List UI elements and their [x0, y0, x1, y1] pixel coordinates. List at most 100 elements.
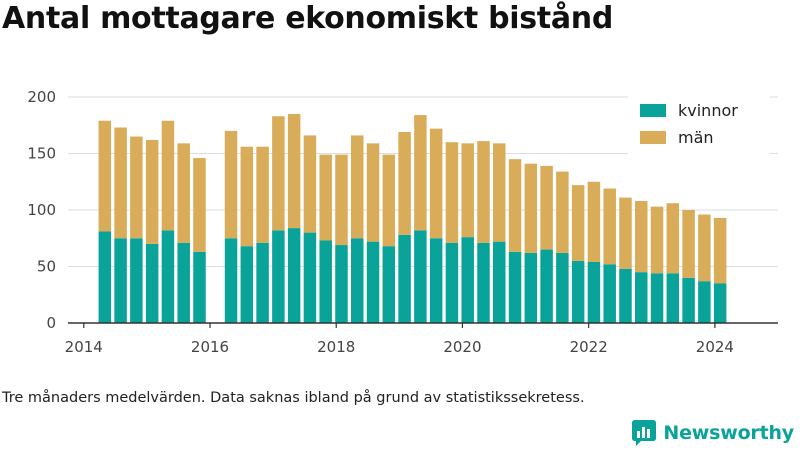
x-tick-label: 2024: [696, 338, 734, 356]
bar-kvinnor: [303, 232, 317, 323]
bar-man: [682, 210, 695, 278]
bar-man: [224, 130, 238, 239]
x-tick-label: 2022: [570, 338, 608, 356]
chart-title: Antal mottagare ekonomiskt bistånd: [2, 1, 614, 36]
bar-kvinnor: [335, 245, 348, 323]
bar-kvinnor: [130, 238, 143, 323]
bar-kvinnor: [556, 252, 569, 323]
bar-man: [303, 135, 317, 233]
bar-man: [130, 136, 143, 239]
bar-kvinnor: [461, 237, 474, 323]
bar-man: [335, 154, 348, 246]
bar-kvinnor: [398, 234, 411, 323]
brand: Newsworthy: [631, 419, 794, 447]
bar-man: [556, 171, 569, 253]
bar-man: [414, 115, 427, 231]
bar-man: [177, 143, 190, 243]
bar-man: [429, 128, 443, 239]
bar-kvinnor: [351, 238, 364, 323]
bar-man: [366, 143, 380, 242]
chart-caption: Tre månaders medelvärden. Data saknas ib…: [2, 390, 585, 406]
bar-man: [666, 203, 680, 274]
bar-man: [635, 200, 648, 273]
bar-man: [193, 158, 206, 252]
bar-kvinnor: [382, 246, 396, 323]
bar-kvinnor: [713, 283, 727, 323]
bar-kvinnor: [240, 246, 254, 323]
legend-label-kvinnor: kvinnor: [678, 101, 738, 120]
legend: kvinnor män: [628, 94, 770, 156]
x-tick-label: 2016: [191, 338, 229, 356]
bar-man: [98, 120, 112, 232]
bar-man: [493, 143, 506, 242]
bar-man: [524, 163, 538, 253]
bar-kvinnor: [508, 251, 522, 323]
bar-kvinnor: [224, 238, 238, 323]
bar-man: [477, 141, 490, 243]
legend-label-man: män: [678, 128, 714, 147]
bar-kvinnor: [650, 273, 664, 323]
y-tick-label: 200: [27, 88, 56, 106]
bar-kvinnor: [587, 261, 601, 323]
bar-kvinnor: [366, 241, 380, 323]
bar-kvinnor: [414, 230, 427, 323]
bar-kvinnor: [193, 251, 206, 323]
bar-kvinnor: [177, 242, 190, 323]
bar-kvinnor: [524, 252, 538, 323]
bar-kvinnor: [145, 243, 159, 323]
bars: [98, 113, 727, 323]
bar-man: [319, 154, 332, 241]
bar-man: [398, 132, 411, 235]
bar-kvinnor: [161, 230, 175, 323]
bar-kvinnor: [445, 242, 459, 323]
bar-man: [461, 143, 474, 238]
bar-kvinnor: [287, 228, 301, 323]
bar-kvinnor: [603, 264, 616, 323]
bar-chart-speech-bubble-icon: [632, 420, 657, 446]
x-axis-ticks: 2014 2016 2018 2020 2022 2024: [65, 323, 734, 356]
x-tick-label: 2018: [317, 338, 355, 356]
brand-name: Newsworthy: [663, 422, 794, 444]
bar-kvinnor: [319, 240, 332, 323]
stacked-bar-chart: 0 50 100 150 200 2014 2016 2018 2020 2022 2024 kv…: [27, 88, 778, 356]
bar-kvinnor: [114, 238, 127, 323]
bar-kvinnor: [256, 242, 269, 323]
bar-kvinnor: [540, 249, 553, 323]
bar-man: [650, 206, 664, 274]
bar-man: [256, 146, 269, 243]
y-tick-label: 0: [46, 314, 56, 332]
bar-kvinnor: [666, 273, 680, 323]
bar-man: [161, 120, 175, 231]
bar-man: [272, 116, 285, 231]
x-tick-label: 2014: [65, 338, 103, 356]
legend-swatch-kvinnor: [640, 104, 666, 117]
bar-man: [587, 181, 601, 262]
bar-kvinnor: [477, 242, 490, 323]
bar-man: [698, 214, 711, 282]
bar-kvinnor: [493, 241, 506, 323]
bar-man: [145, 139, 159, 244]
bar-man: [287, 113, 301, 229]
bar-man: [603, 188, 616, 265]
bar-kvinnor: [619, 268, 632, 323]
bar-man: [445, 142, 459, 243]
bar-man: [571, 185, 585, 261]
bar-man: [540, 165, 553, 250]
bar-kvinnor: [698, 281, 711, 323]
bar-man: [382, 154, 396, 247]
bar-man: [713, 217, 727, 284]
bar-kvinnor: [429, 238, 443, 323]
bar-man: [351, 135, 364, 239]
y-tick-label: 50: [37, 258, 56, 276]
y-tick-label: 100: [27, 201, 56, 219]
legend-swatch-man: [640, 131, 666, 144]
bar-kvinnor: [272, 230, 285, 323]
bar-man: [114, 127, 127, 239]
bar-man: [508, 159, 522, 252]
bar-kvinnor: [682, 277, 695, 323]
bar-kvinnor: [98, 231, 112, 323]
x-tick-label: 2020: [443, 338, 481, 356]
bar-man: [619, 197, 632, 269]
y-axis-ticks: 0 50 100 150 200: [27, 88, 56, 332]
bar-man: [240, 146, 254, 247]
